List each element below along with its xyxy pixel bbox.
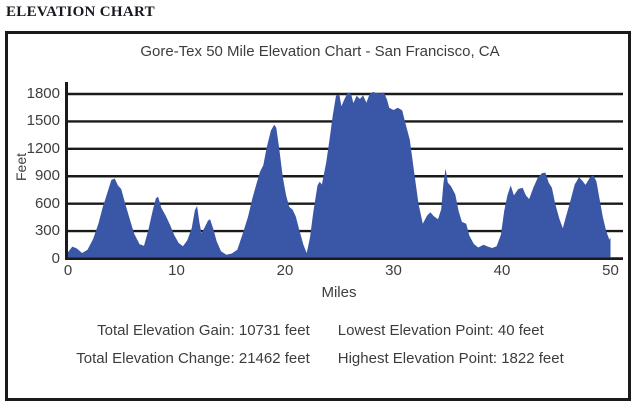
elevation-area-chart	[65, 82, 623, 260]
x-axis-label: Miles	[321, 284, 357, 301]
y-tick-300: 300	[34, 222, 60, 240]
chart-title: Gore-Tex 50 Mile Elevation Chart - San F…	[140, 43, 500, 60]
page-title: ELEVATION CHART	[6, 4, 155, 20]
x-tick-10: 10	[168, 262, 185, 279]
elevation-profile-area	[68, 92, 611, 259]
stat-total-elevation-gain: Total Elevation Gain: 10731 feet	[97, 322, 310, 339]
x-tick-50: 50	[602, 262, 619, 279]
x-tick-30: 30	[385, 262, 402, 279]
y-tick-1500: 1500	[26, 112, 60, 130]
y-tick-900: 900	[34, 167, 60, 185]
stat-highest-elevation-point: Highest Elevation Point: 1822 feet	[337, 350, 564, 367]
stat-total-elevation-change: Total Elevation Change: 21462 feet	[76, 350, 310, 367]
y-tick-600: 600	[34, 194, 60, 212]
x-tick-20: 20	[276, 262, 294, 279]
x-tick-0: 0	[63, 262, 73, 279]
stats-right-column: Lowest Elevation Point: 40 feet Highest …	[338, 322, 564, 367]
x-tick-40: 40	[493, 262, 511, 279]
stat-lowest-elevation-point: Lowest Elevation Point: 40 feet	[337, 322, 544, 339]
y-tick-1800: 1800	[26, 85, 60, 102]
stats-left-column: Total Elevation Gain: 10731 feet Total E…	[76, 322, 310, 367]
summary-stats: Total Elevation Gain: 10731 feet Total E…	[5, 322, 635, 367]
y-tick-0: 0	[51, 249, 60, 267]
y-tick-1200: 1200	[26, 139, 60, 157]
